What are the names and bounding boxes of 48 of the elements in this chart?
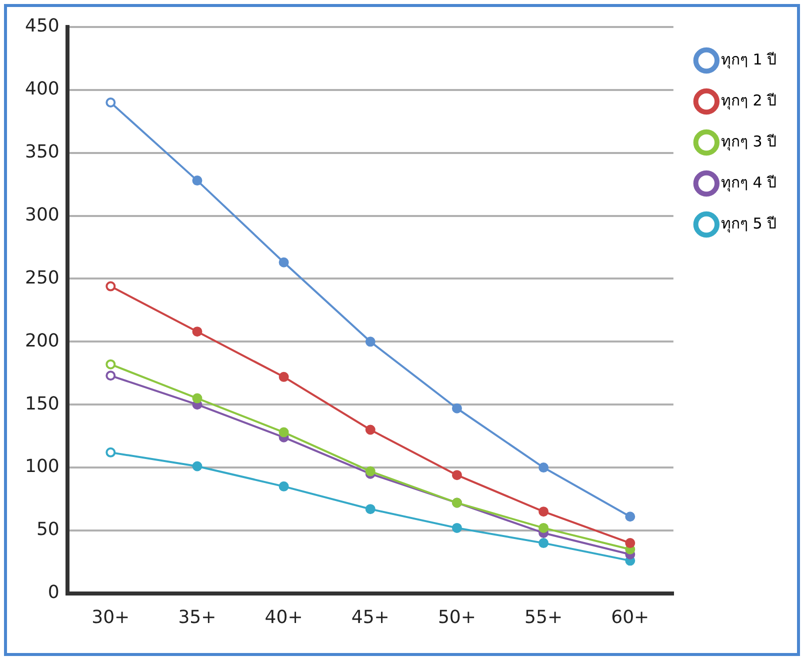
y-tick-label: 50 — [36, 519, 60, 540]
point — [106, 370, 116, 381]
y-tick-label: 150 — [24, 393, 60, 414]
x-tick-label: 30+ — [92, 606, 130, 628]
point — [365, 424, 376, 435]
point — [625, 538, 636, 548]
point — [106, 281, 116, 292]
point — [538, 506, 549, 517]
y-tick-label: 200 — [24, 330, 60, 352]
point — [106, 359, 116, 370]
point — [278, 481, 289, 492]
legend-label: ทุกๆ 2 ปี — [720, 91, 778, 110]
x-tick-label: 60+ — [611, 606, 650, 628]
y-tick-label: 300 — [24, 204, 60, 226]
x-tick-label: 45+ — [351, 606, 390, 628]
point — [538, 462, 549, 473]
y-tick-label: 350 — [24, 142, 60, 163]
point — [106, 98, 116, 108]
point — [278, 427, 289, 438]
y-tick-label: 450 — [24, 16, 60, 37]
y-tick-label: 400 — [24, 78, 60, 100]
x-tick-label: 35+ — [178, 606, 216, 628]
y-tick-label: 0 — [48, 582, 60, 604]
point — [278, 257, 289, 268]
point — [452, 470, 462, 480]
point — [452, 522, 462, 533]
point — [192, 393, 202, 404]
point — [365, 336, 376, 347]
point — [538, 538, 549, 548]
legend-label: ทุกๆ 3 ปี — [720, 132, 778, 152]
point — [106, 447, 116, 458]
x-tick-label: 40+ — [264, 606, 303, 628]
point — [278, 372, 289, 382]
point — [538, 522, 549, 533]
legend-label: ทุกๆ 4 ปี — [720, 173, 778, 192]
point — [452, 403, 462, 414]
y-tick-label: 100 — [24, 456, 60, 478]
point — [192, 326, 202, 337]
point — [365, 466, 376, 476]
point — [192, 461, 202, 472]
legend-label: ทุกๆ 1 ปี — [720, 50, 778, 70]
point — [365, 504, 376, 514]
x-tick-label: 55+ — [524, 606, 563, 628]
x-tick-label: 50+ — [438, 606, 476, 628]
point — [192, 176, 202, 186]
point — [625, 512, 636, 522]
legend-label: ทุกๆ 5 ปี — [720, 214, 778, 234]
y-tick-label: 250 — [24, 267, 60, 288]
